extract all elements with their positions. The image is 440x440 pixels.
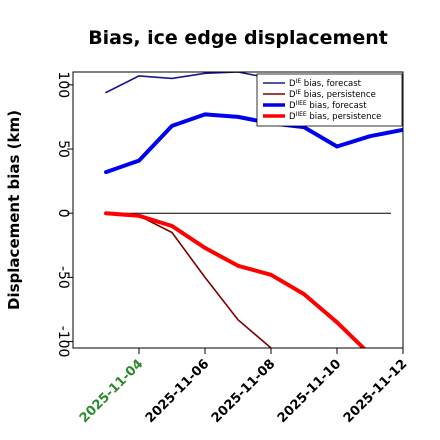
y-ticks: -100 -50 0 50 100 <box>55 71 73 357</box>
series-layer <box>104 72 403 348</box>
series-line-3 <box>104 112 403 175</box>
series-line-2 <box>105 212 272 348</box>
series-line-1 <box>105 72 272 94</box>
y-tick-label: -50 <box>55 266 71 289</box>
y-tick-label: 100 <box>55 71 71 98</box>
legend-label-3: DIIEE bias, forecast <box>289 100 367 111</box>
y-tick-label: -100 <box>55 326 71 358</box>
y-tick-label: 50 <box>55 140 71 158</box>
x-tick-label: 2025-11-08 <box>209 357 278 426</box>
legend-label-4: DIIEE bias, persistence <box>289 111 381 122</box>
legend-label-1: DIE bias, forecast <box>289 78 362 89</box>
x-tick-label: 2025-11-12 <box>341 357 410 426</box>
legend-label-2: DIE bias, persistence <box>289 89 376 100</box>
x-tick-label: 2025-11-04 <box>77 357 146 426</box>
x-ticks: 2025-11-042025-11-062025-11-082025-11-10… <box>77 348 410 426</box>
y-tick-label: 0 <box>55 209 71 218</box>
x-tick-label: 2025-11-06 <box>143 357 212 426</box>
x-tick-label: 2025-11-10 <box>275 357 344 426</box>
series-line-4 <box>104 211 367 348</box>
y-axis-label: Displacement bias (km) <box>5 110 23 310</box>
chart-title: Bias, ice edge displacement <box>88 27 388 49</box>
plot-frame <box>72 71 404 349</box>
